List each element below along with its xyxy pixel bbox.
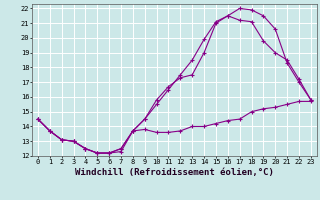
X-axis label: Windchill (Refroidissement éolien,°C): Windchill (Refroidissement éolien,°C) xyxy=(75,168,274,177)
